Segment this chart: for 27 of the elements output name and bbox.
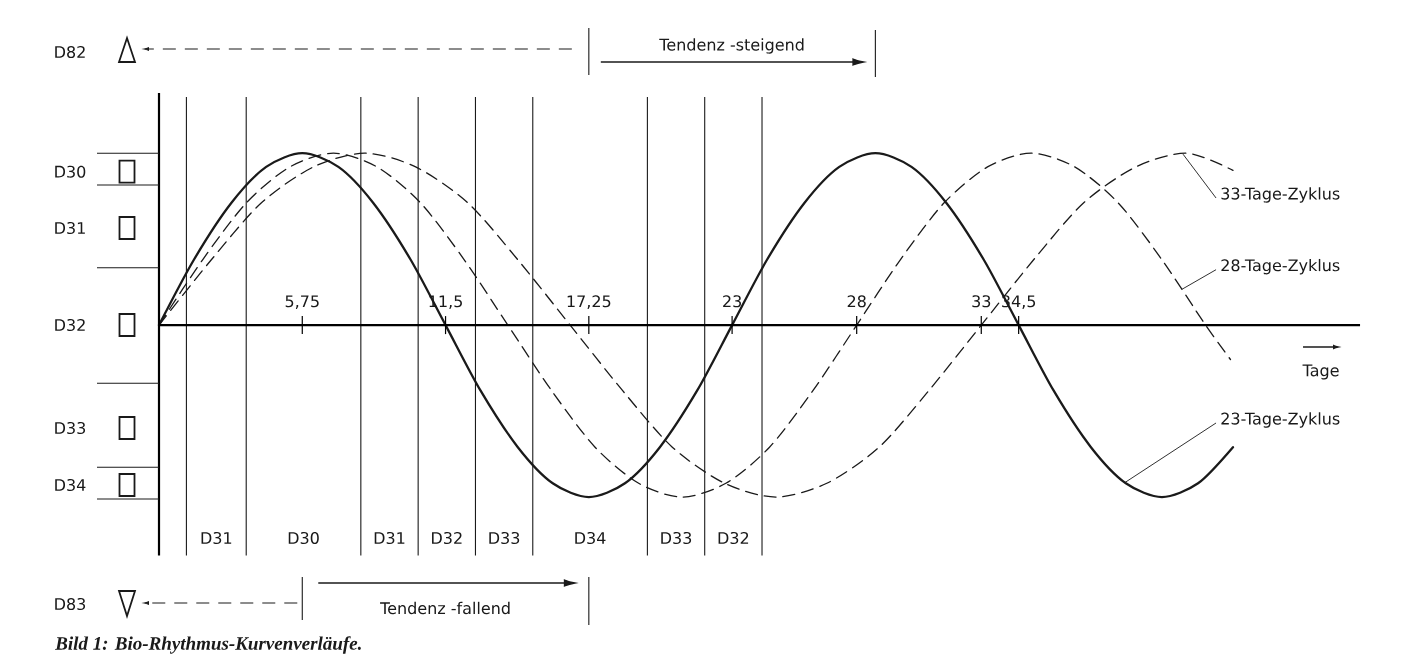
text: Bild 1: Bio-Rhythmus-Kurvenverläufe. [55, 636, 361, 654]
text: 28-Tage-Zyklus [1221, 258, 1340, 275]
x-tick-label: 33 [972, 295, 991, 308]
text: D32 [718, 531, 749, 545]
text: D30 [55, 165, 86, 178]
text: D34 [575, 531, 606, 545]
x-tick-label: 23 [723, 295, 741, 308]
text: D32 [432, 531, 462, 545]
text: D33 [55, 421, 86, 435]
x-axis-title: Tage [1302, 364, 1339, 380]
text: D31 [374, 531, 405, 545]
text: D34 [55, 478, 86, 492]
series-label: 23-Tage-Zyklus [1221, 412, 1340, 428]
text: D30 [288, 531, 319, 545]
text: D32 [55, 318, 85, 332]
text: D31 [55, 221, 85, 235]
text: Tendenz -fallend [380, 601, 510, 615]
x-tick-label: 28 [847, 295, 866, 308]
text: Tendenz -steigend [659, 38, 804, 54]
text: D33 [489, 531, 520, 545]
text: D33 [661, 531, 692, 545]
text: D83 [55, 597, 86, 611]
text: D31 [201, 531, 232, 545]
x-tick-label: 17,25 [567, 295, 611, 309]
series-label: 33-Tage-Zyklus [1221, 187, 1340, 203]
x-tick-label: 5,75 [285, 295, 319, 309]
text: D82 [55, 45, 85, 59]
